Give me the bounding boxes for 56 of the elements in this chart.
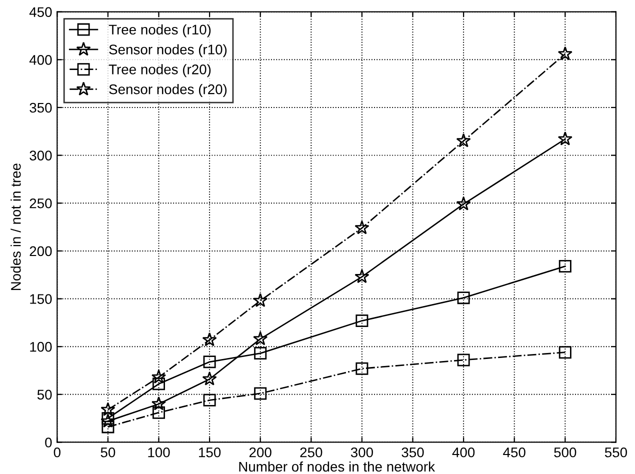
x-tick-label: 550	[604, 447, 627, 458]
y-tick-label: 300	[30, 150, 52, 160]
x-tick-label: 0	[54, 447, 60, 458]
point	[456, 196, 471, 210]
x-tick-label: 400	[452, 447, 475, 458]
point	[457, 292, 470, 304]
x-tick-label: 350	[402, 447, 424, 458]
point	[203, 394, 216, 406]
point	[254, 387, 267, 400]
y-tick-label: 250	[30, 198, 52, 208]
y-tick-label: 50	[37, 390, 52, 400]
point	[558, 46, 572, 60]
point	[354, 269, 370, 284]
point	[253, 293, 268, 308]
x-tick-label: 100	[148, 447, 170, 458]
point	[203, 356, 216, 368]
y-axis-title: Nodes in / not in tree	[10, 164, 21, 290]
point	[253, 331, 268, 346]
x-tick-label: 50	[100, 447, 116, 458]
point	[102, 412, 114, 425]
point	[254, 347, 267, 360]
x-tick-label: 500	[554, 447, 576, 458]
point	[354, 220, 370, 234]
legend-label: Tree nodes (r20)	[108, 64, 211, 78]
x-tick-label: 200	[249, 447, 272, 458]
x-tick-label: 300	[350, 447, 373, 458]
y-tick-label: 0	[45, 438, 52, 448]
point	[100, 414, 116, 428]
y-tick-label: 400	[29, 55, 52, 65]
x-axis-title: Number of nodes in the network	[239, 461, 436, 472]
y-tick-label: 350	[30, 102, 52, 113]
x-tick-label: 150	[199, 447, 221, 458]
point	[356, 314, 368, 328]
y-tick-label: 200	[30, 246, 52, 256]
point	[202, 371, 217, 386]
legend-label: Sensor nodes (r10)	[109, 44, 227, 58]
y-tick-label: 100	[30, 342, 52, 352]
point	[356, 362, 368, 375]
point	[151, 370, 166, 384]
point	[102, 420, 114, 434]
point	[152, 378, 165, 390]
legend-label: Sensor nodes (r20)	[109, 84, 227, 97]
point	[558, 131, 572, 146]
point	[558, 260, 572, 273]
point	[152, 406, 165, 419]
point	[456, 133, 471, 148]
point	[202, 332, 217, 346]
x-tick-label: 450	[503, 447, 526, 458]
x-tick-label: 250	[300, 447, 322, 458]
point	[558, 346, 572, 359]
y-tick-label: 450	[29, 7, 52, 18]
point	[100, 402, 116, 416]
legend-label: Tree nodes (r10)	[108, 24, 211, 38]
point	[457, 354, 470, 366]
y-tick-label: 150	[30, 294, 52, 304]
point	[151, 396, 166, 410]
